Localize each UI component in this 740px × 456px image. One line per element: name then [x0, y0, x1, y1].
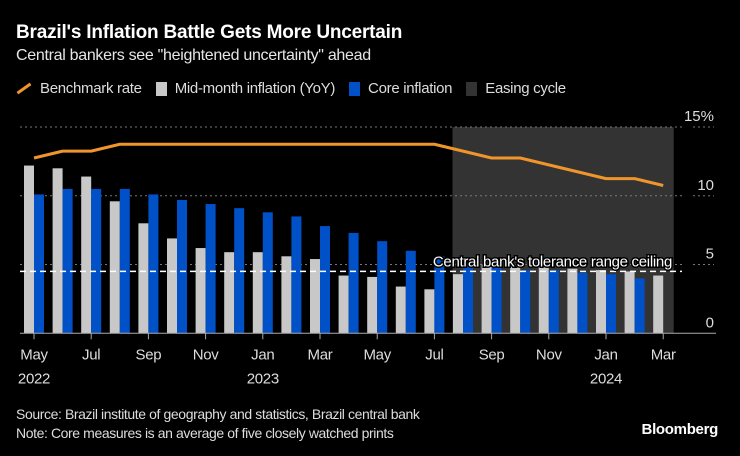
x-tick-year: 2024: [590, 370, 622, 387]
bar-mid-month-inflation: [167, 238, 177, 334]
bloomberg-logo: Bloomberg: [641, 421, 719, 438]
bar-core-inflation: [434, 256, 445, 334]
bar-core-inflation: [234, 208, 245, 334]
legend-swatch: [349, 81, 361, 96]
bar-mid-month-inflation: [195, 248, 206, 334]
bar-mid-month-inflation: [596, 270, 606, 334]
bar-core-inflation: [377, 241, 388, 334]
bar-core-inflation: [91, 188, 102, 334]
bar-mid-month-inflation: [538, 265, 549, 334]
bar-mid-month-inflation: [395, 286, 406, 334]
bar-mid-month-inflation: [453, 274, 463, 334]
legend-item-easing: Easing cycle: [466, 80, 566, 97]
bar-core-inflation: [62, 188, 73, 334]
bar-mid-month-inflation: [424, 289, 435, 334]
legend-item-midmonth: Mid-month inflation (YoY): [155, 80, 336, 97]
chart-title: Brazil's Inflation Battle Gets More Unce…: [16, 22, 403, 43]
bar-mid-month-inflation: [367, 276, 378, 334]
x-tick-label: Jul: [425, 346, 443, 363]
legend-swatch: [155, 81, 167, 96]
x-tick-label: Sep: [479, 346, 505, 363]
source-note: Source: Brazil institute of geography an…: [16, 406, 420, 422]
bar-core-inflation: [205, 204, 216, 334]
bar-mid-month-inflation: [81, 176, 92, 334]
x-tick-label: Jan: [594, 346, 617, 363]
x-tick-label: Nov: [536, 346, 563, 363]
y-tick-label: 10: [697, 177, 714, 194]
y-tick-label: 5: [706, 246, 714, 263]
bar-mid-month-inflation: [510, 265, 521, 334]
footnote: Note: Core measures is an average of fiv…: [16, 425, 394, 441]
bar-core-inflation: [548, 270, 559, 334]
legend-item-core: Core inflation: [349, 80, 453, 97]
bar-core-inflation: [291, 216, 302, 334]
x-tick-label: Mar: [308, 346, 333, 363]
x-tick-year: 2022: [18, 370, 50, 387]
bar-mid-month-inflation: [281, 256, 292, 334]
x-tick-label: Jul: [82, 346, 100, 363]
bar-core-inflation: [634, 278, 645, 334]
y-tick-label: 15%: [684, 108, 714, 125]
bar-core-inflation: [34, 194, 44, 334]
bar-mid-month-inflation: [624, 271, 635, 334]
x-tick-label: May: [20, 346, 48, 363]
legend-swatch: [466, 81, 478, 96]
chart-subtitle: Central bankers see "heightened uncertai…: [16, 47, 371, 64]
bar-core-inflation: [119, 188, 130, 334]
x-tick-label: Jan: [251, 346, 274, 363]
footer: Source: Brazil institute of geography an…: [16, 405, 420, 443]
bar-core-inflation: [405, 250, 416, 334]
bar-mid-month-inflation: [224, 252, 235, 334]
bar-mid-month-inflation: [109, 201, 120, 334]
legend-label: Core inflation: [368, 80, 453, 97]
bar-mid-month-inflation: [24, 165, 34, 334]
bar-core-inflation: [320, 226, 330, 334]
bar-mid-month-inflation: [252, 252, 263, 334]
legend-label: Easing cycle: [485, 80, 566, 97]
x-tick-label: Sep: [136, 346, 162, 363]
bar-mid-month-inflation: [653, 275, 664, 334]
x-tick-label: May: [363, 346, 391, 363]
legend-label: Benchmark rate: [40, 80, 142, 97]
bar-core-inflation: [491, 264, 502, 334]
chart-plot: 0 5 10 15% Central bank's tolerance range ce…: [18, 108, 716, 387]
bar-core-inflation: [520, 270, 531, 334]
bar-mid-month-inflation: [567, 268, 578, 334]
bar-core-inflation: [148, 194, 159, 334]
legend: Benchmark rate Mid-month inflation (YoY)…: [16, 80, 580, 97]
benchmark-rate-line: [33, 142, 664, 187]
bar-core-inflation: [463, 264, 473, 334]
y-tick-label: 0: [706, 314, 714, 331]
tolerance-ceiling-label: Central bank's tolerance range ceiling: [433, 253, 672, 270]
legend-label: Mid-month inflation (YoY): [174, 80, 336, 97]
x-tick-year: 2023: [247, 370, 279, 387]
bar-core-inflation: [606, 274, 616, 334]
x-tick-label: Nov: [193, 346, 220, 363]
legend-item-benchmark: Benchmark rate: [16, 80, 142, 97]
bar-core-inflation: [177, 199, 187, 334]
bar-mid-month-inflation: [310, 259, 320, 334]
bar-core-inflation: [577, 272, 588, 334]
x-tick-label: Mar: [651, 346, 676, 363]
bar-mid-month-inflation: [481, 264, 492, 334]
bar-core-inflation: [262, 212, 273, 334]
bar-mid-month-inflation: [138, 223, 149, 334]
bar-mid-month-inflation: [52, 168, 63, 334]
bar-core-inflation: [348, 232, 359, 334]
bar-mid-month-inflation: [338, 275, 349, 334]
